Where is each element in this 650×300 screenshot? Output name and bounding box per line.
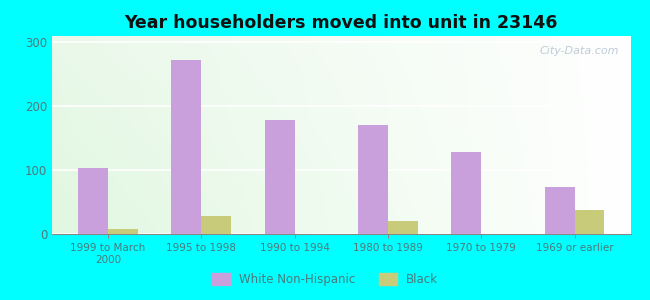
Bar [358,125,388,234]
Bar [202,216,231,234]
Text: City-Data.com: City-Data.com [540,46,619,56]
Bar [451,152,481,234]
Bar [575,210,604,234]
Bar [78,168,108,234]
Bar [172,60,202,234]
Bar [265,120,294,234]
Title: Year householders moved into unit in 23146: Year householders moved into unit in 231… [125,14,558,32]
Bar [545,188,575,234]
Bar [108,229,138,234]
Legend: White Non-Hispanic, Black: White Non-Hispanic, Black [207,268,443,291]
Bar [388,221,418,234]
